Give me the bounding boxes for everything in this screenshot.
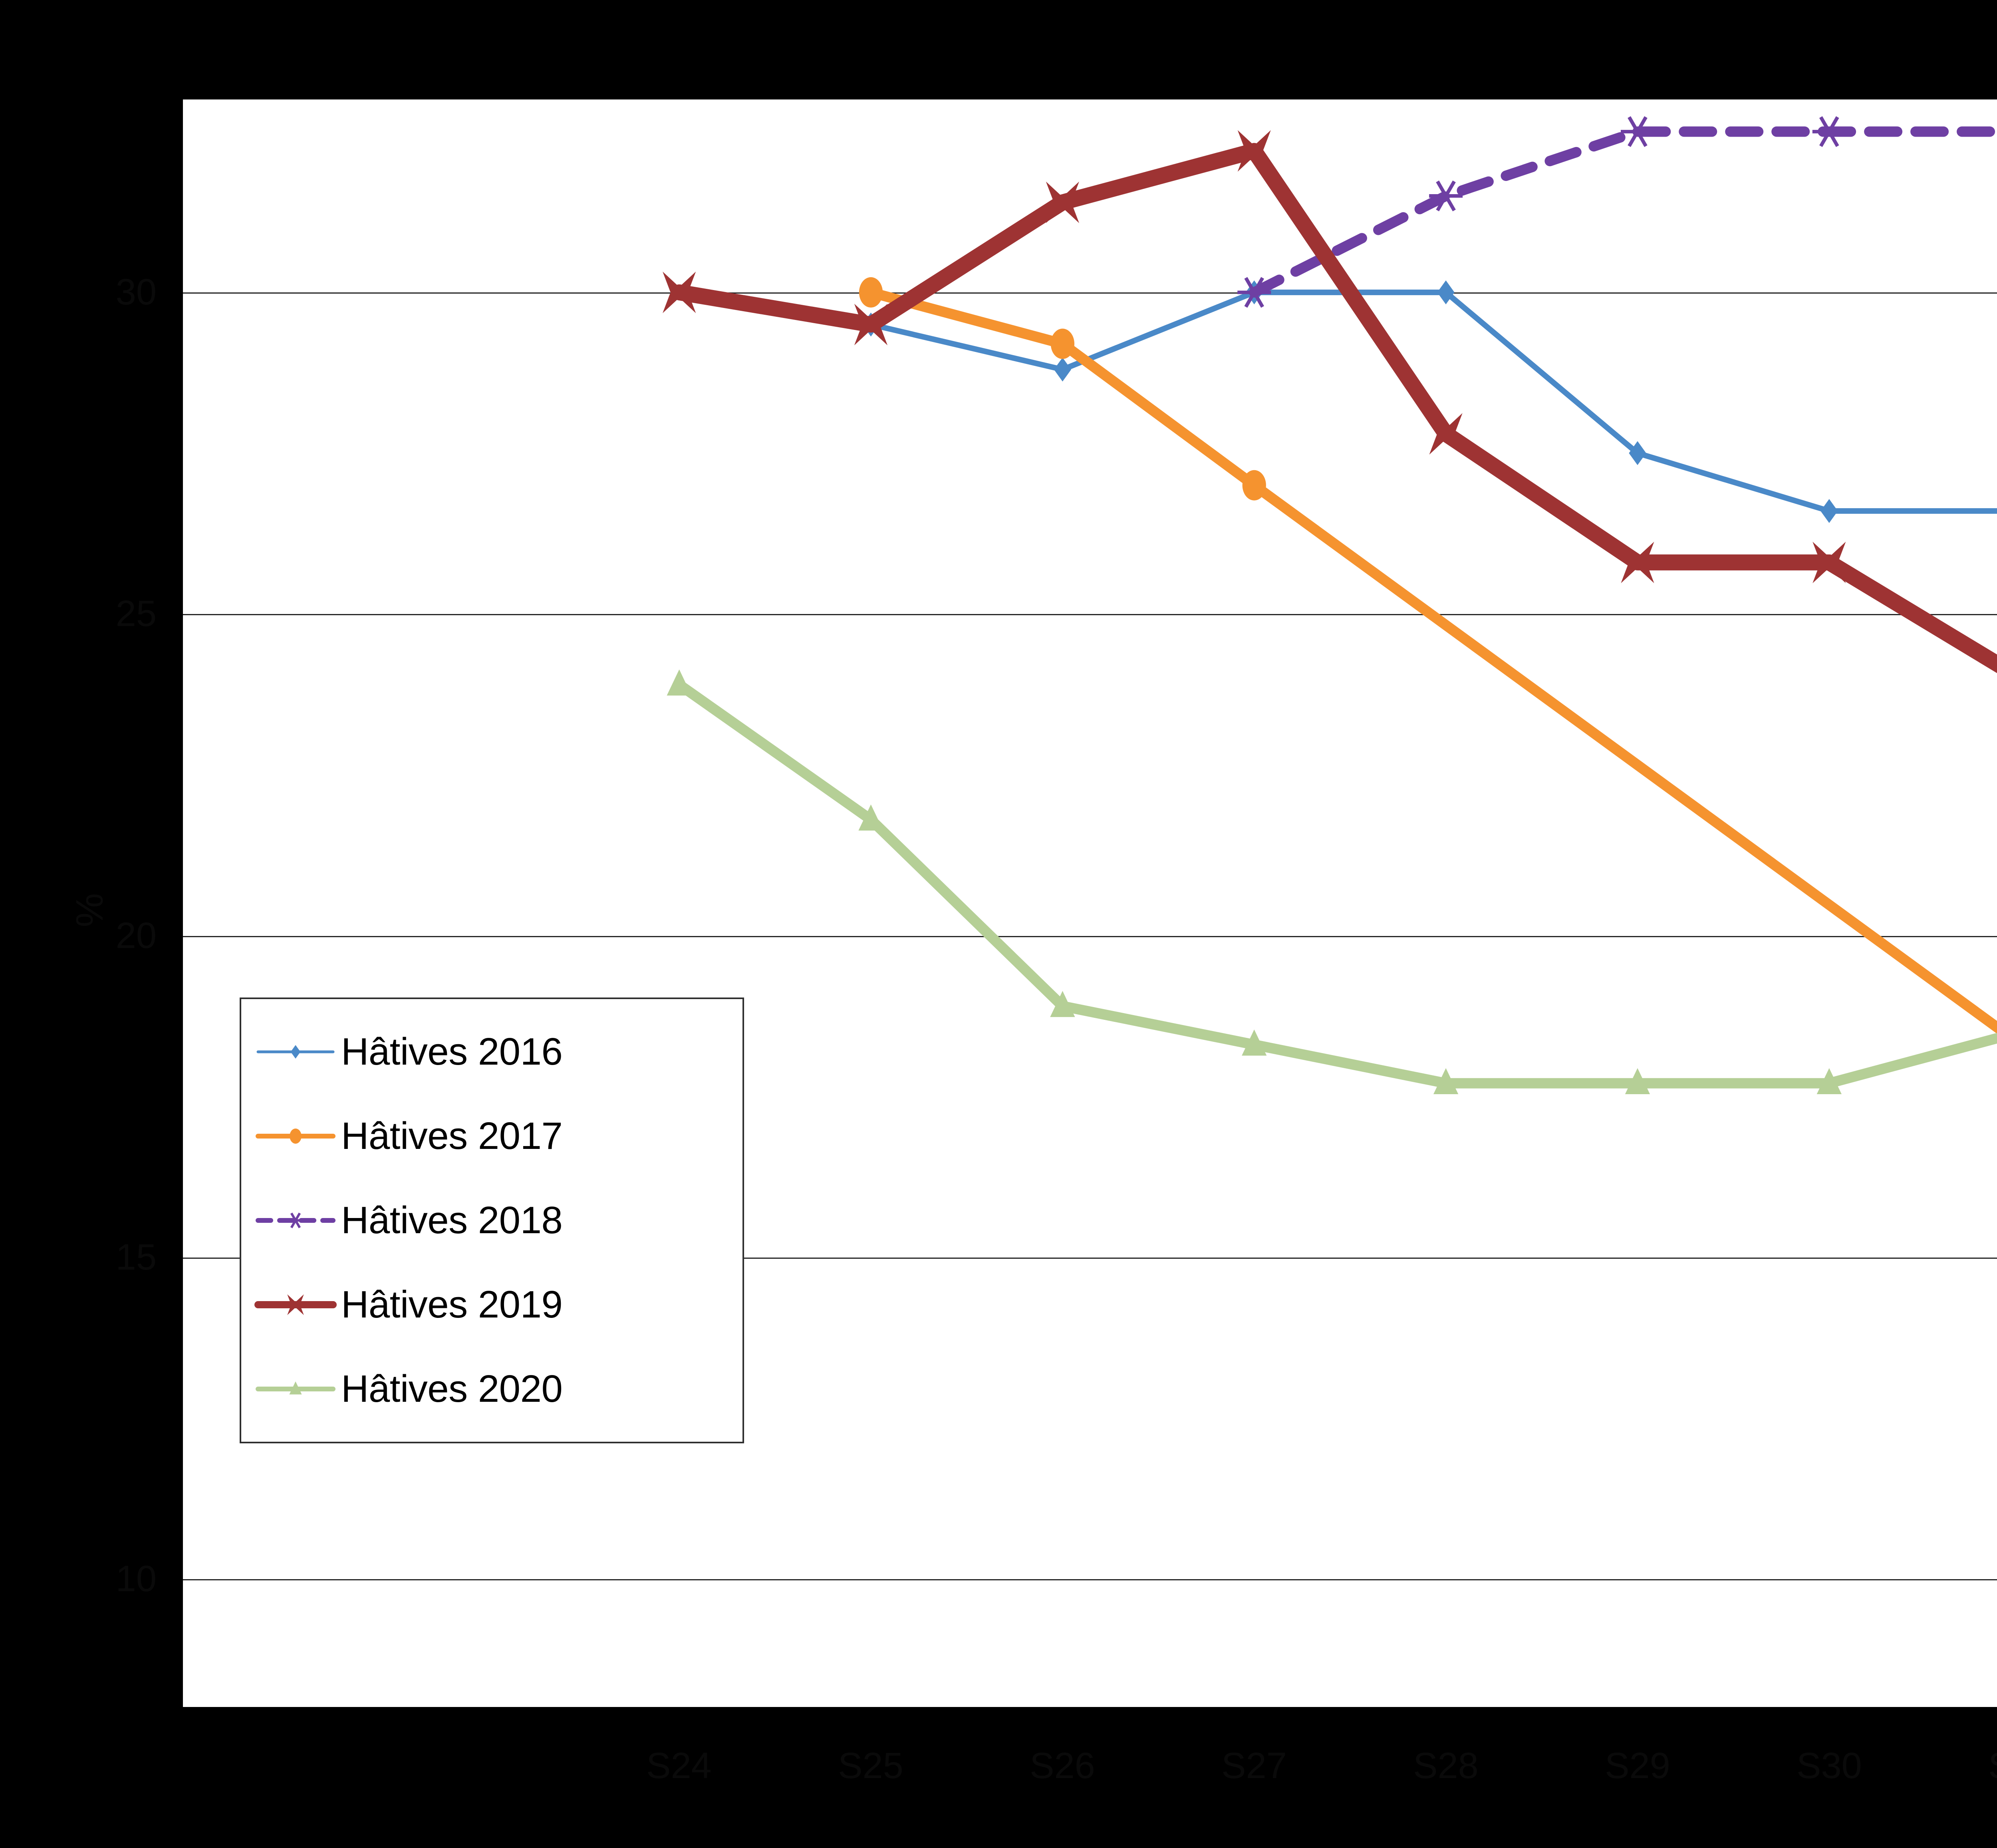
legend-swatch-icon bbox=[254, 1285, 337, 1325]
gridline bbox=[183, 292, 1997, 294]
data-point-marker bbox=[1812, 541, 1846, 583]
data-point-marker bbox=[1816, 1068, 1842, 1095]
x-axis-tick-label: S30 bbox=[1797, 1745, 1862, 1786]
data-point-marker bbox=[1429, 180, 1463, 211]
x-axis-tick-label: S31 bbox=[1957, 1747, 1997, 1784]
legend-item-label: Hâtives 2017 bbox=[341, 1114, 563, 1157]
data-point-marker bbox=[1050, 991, 1075, 1017]
x-axis-tick-label: S27 bbox=[1221, 1745, 1287, 1786]
data-point-marker bbox=[1629, 441, 1646, 465]
legend-item-label: Hâtives 2018 bbox=[341, 1198, 563, 1242]
y-axis-tick-label: 10 bbox=[115, 1558, 157, 1599]
legend-swatch-icon bbox=[256, 1369, 335, 1409]
series-line bbox=[1249, 126, 1997, 298]
x-axis-tick-label: S28 bbox=[1413, 1745, 1479, 1786]
series-hâtives-2019 bbox=[663, 130, 1997, 673]
series-hâtives-2020 bbox=[667, 669, 1997, 1095]
legend-item-h-tives-2018[interactable]: Hâtives 2018 bbox=[241, 1198, 742, 1242]
data-point-marker bbox=[854, 304, 888, 346]
data-point-marker bbox=[1242, 470, 1266, 501]
legend-item-h-tives-2020[interactable]: Hâtives 2020 bbox=[241, 1367, 742, 1411]
data-point-marker bbox=[859, 277, 883, 308]
series-line bbox=[671, 143, 1997, 673]
plot-area: Hâtives 2016 Hâtives 2017 Hâtives 2018 Hâti… bbox=[183, 99, 1997, 1707]
chart-legend[interactable]: Hâtives 2016 Hâtives 2017 Hâtives 2018 Hâti… bbox=[240, 998, 744, 1443]
data-point-marker bbox=[1621, 541, 1654, 583]
legend-item-h-tives-2017[interactable]: Hâtives 2017 bbox=[241, 1114, 742, 1158]
y-axis-tick-label: 20 bbox=[115, 915, 157, 956]
legend-swatch-icon bbox=[256, 1116, 335, 1156]
data-point-marker bbox=[1054, 358, 1071, 382]
data-point-marker bbox=[1620, 116, 1654, 147]
data-point-marker bbox=[1046, 181, 1079, 223]
y-axis-tick-label: 30 bbox=[115, 272, 157, 313]
series-line bbox=[868, 289, 1997, 514]
data-point-marker bbox=[1812, 116, 1846, 147]
gridline bbox=[183, 1579, 1997, 1580]
y-axis-title: % bbox=[68, 893, 111, 927]
legend-item-h-tives-2016[interactable]: Hâtives 2016 bbox=[241, 1030, 742, 1074]
data-point-marker bbox=[858, 804, 883, 831]
series-line bbox=[674, 679, 1997, 1089]
legend-item-label: Hâtives 2020 bbox=[341, 1367, 563, 1411]
gridline bbox=[183, 936, 1997, 937]
x-axis-tick-label: S24 bbox=[646, 1745, 712, 1786]
legend-swatch-icon bbox=[256, 1200, 335, 1240]
legend-item-label: Hâtives 2019 bbox=[341, 1283, 563, 1326]
series-hâtives-2017 bbox=[859, 277, 1997, 1034]
data-point-marker bbox=[1820, 499, 1838, 523]
data-point-marker bbox=[1437, 280, 1455, 304]
data-point-marker bbox=[1242, 1029, 1267, 1056]
data-point-marker bbox=[667, 669, 692, 696]
x-axis-tick-label: S26 bbox=[1030, 1745, 1095, 1786]
data-point-marker bbox=[1050, 328, 1075, 359]
x-axis-tick-label: S29 bbox=[1605, 1745, 1670, 1786]
y-axis-tick-label: 25 bbox=[115, 593, 157, 634]
gridline bbox=[183, 1257, 1997, 1259]
series-layer bbox=[663, 116, 1997, 1095]
series-hâtives-2018 bbox=[1237, 116, 1997, 308]
data-point-marker bbox=[1237, 277, 1271, 308]
data-point-marker bbox=[1237, 130, 1271, 172]
data-point-marker bbox=[1625, 1068, 1650, 1095]
y-axis-tick-label: 15 bbox=[115, 1236, 157, 1278]
legend-item-label: Hâtives 2016 bbox=[341, 1030, 563, 1073]
data-point-marker bbox=[1429, 413, 1463, 455]
x-axis-tick-label: S25 bbox=[838, 1745, 903, 1786]
legend-swatch-icon bbox=[256, 1032, 335, 1072]
legend-item-h-tives-2019[interactable]: Hâtives 2019 bbox=[241, 1283, 742, 1327]
data-point-marker bbox=[663, 271, 696, 313]
series-line bbox=[865, 287, 1997, 1034]
data-point-marker bbox=[1433, 1068, 1459, 1095]
gridline bbox=[183, 614, 1997, 616]
